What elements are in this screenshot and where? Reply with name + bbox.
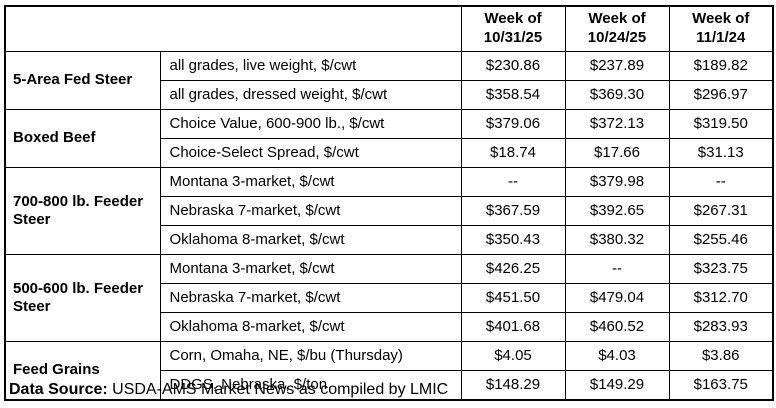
value-cell: $426.25 (460, 253, 566, 284)
series-label: Choice Value, 600-900 lb., $/cwt (159, 108, 462, 139)
series-label: all grades, live weight, $/cwt (159, 50, 462, 81)
value-cell: $255.46 (668, 224, 774, 255)
value-cell: $4.03 (564, 340, 670, 371)
series-label: Corn, Omaha, NE, $/bu (Thursday) (159, 340, 462, 371)
data-source-line: Data Source: USDA-AMS Market News as com… (9, 381, 448, 399)
table-row: Feed Grains Corn, Omaha, NE, $/bu (Thurs… (4, 340, 774, 400)
value-cell: $230.86 (460, 50, 566, 81)
value-cell: $148.29 (460, 369, 566, 400)
column-header-date: 10/24/25 (587, 28, 647, 46)
row-group-label-700-800-feeder-steer: 700-800 lb. Feeder Steer (4, 166, 161, 255)
value-cell: $319.50 (668, 108, 774, 139)
column-header-line1: Week of (588, 10, 646, 27)
value-cell: -- (668, 166, 774, 197)
value-cell: $451.50 (460, 282, 566, 313)
value-cell: $189.82 (668, 50, 774, 81)
value-cell: $283.93 (668, 311, 774, 342)
value-cell: $350.43 (460, 224, 566, 255)
value-cell: $379.06 (460, 108, 566, 139)
series-label: Choice-Select Spread, $/cwt (159, 137, 462, 168)
series-label: all grades, dressed weight, $/cwt (159, 79, 462, 110)
series-label: Oklahoma 8-market, $/cwt (159, 311, 462, 342)
value-cell: $401.68 (460, 311, 566, 342)
blank-header-cell (4, 5, 462, 52)
value-cell: $163.75 (668, 369, 774, 400)
column-header-date: 11/1/24 (696, 28, 746, 46)
value-cell: $380.32 (564, 224, 670, 255)
value-cell: $367.59 (460, 195, 566, 226)
column-header-line1: Week of (484, 10, 542, 27)
value-cell: $369.30 (564, 79, 670, 110)
value-cell: $17.66 (564, 137, 670, 168)
row-group-label-5-area-fed-steer: 5-Area Fed Steer (4, 50, 161, 110)
row-group-label-boxed-beef: Boxed Beef (4, 108, 161, 168)
table-row: DDGS, Nebraska, $/ton $148.29 $149.29 $1… (5, 369, 774, 400)
series-label: Montana 3-market, $/cwt (159, 166, 462, 197)
table-row: all grades, dressed weight, $/cwt $358.5… (5, 79, 774, 110)
value-cell: $312.70 (668, 282, 774, 313)
column-header-line1: Week of (692, 10, 750, 27)
table-row: Choice-Select Spread, $/cwt $18.74 $17.6… (5, 137, 774, 168)
value-cell: -- (564, 253, 670, 284)
value-cell: $31.13 (668, 137, 774, 168)
table-row: Boxed Beef Choice Value, 600-900 lb., $/… (4, 108, 774, 168)
table-row: Oklahoma 8-market, $/cwt $350.43 $380.32… (5, 224, 774, 255)
value-cell: $237.89 (564, 50, 670, 81)
value-cell: $296.97 (668, 79, 774, 110)
data-source-text: USDA-AMS Market News as compiled by LMIC (107, 381, 449, 398)
column-header-week-2: Week of 10/24/25 (564, 5, 670, 52)
value-cell: $323.75 (668, 253, 774, 284)
value-cell: $372.13 (564, 108, 670, 139)
data-source-label: Data Source: (9, 381, 108, 398)
value-cell: $149.29 (564, 369, 670, 400)
series-label: Montana 3-market, $/cwt (159, 253, 462, 284)
value-cell: $18.74 (460, 137, 566, 168)
series-label: Oklahoma 8-market, $/cwt (159, 224, 462, 255)
value-cell: $4.05 (460, 340, 566, 371)
table-row: 5-Area Fed Steer all grades, live weight… (4, 50, 774, 110)
series-label: Nebraska 7-market, $/cwt (159, 282, 462, 313)
table-row: Nebraska 7-market, $/cwt $367.59 $392.65… (5, 195, 774, 226)
column-header-week-3: Week of 11/1/24 (668, 5, 774, 52)
value-cell: $358.54 (460, 79, 566, 110)
column-header-date: 10/31/25 (483, 28, 543, 46)
row-group-label-feed-grains: Feed Grains (4, 340, 161, 400)
value-cell: $379.98 (564, 166, 670, 197)
value-cell: -- (460, 166, 566, 197)
column-header-week-1: Week of 10/31/25 (460, 5, 566, 52)
row-group-label-500-600-feeder-steer: 500-600 lb. Feeder Steer (4, 253, 161, 342)
header-row: Week of 10/31/25 Week of 10/24/25 Week o… (4, 5, 774, 52)
table-row: 700-800 lb. Feeder Steer Montana 3-marke… (4, 166, 774, 255)
table-row: 500-600 lb. Feeder Steer Montana 3-marke… (4, 253, 774, 342)
market-summary-table: Week of 10/31/25 Week of 10/24/25 Week o… (4, 5, 774, 401)
value-cell: $460.52 (564, 311, 670, 342)
series-label: Nebraska 7-market, $/cwt (159, 195, 462, 226)
value-cell: $479.04 (564, 282, 670, 313)
value-cell: $3.86 (668, 340, 774, 371)
value-cell: $392.65 (564, 195, 670, 226)
series-label: DDGS, Nebraska, $/ton (159, 369, 462, 400)
table-row: Nebraska 7-market, $/cwt $451.50 $479.04… (5, 282, 774, 313)
table-row: Oklahoma 8-market, $/cwt $401.68 $460.52… (5, 311, 774, 342)
value-cell: $267.31 (668, 195, 774, 226)
